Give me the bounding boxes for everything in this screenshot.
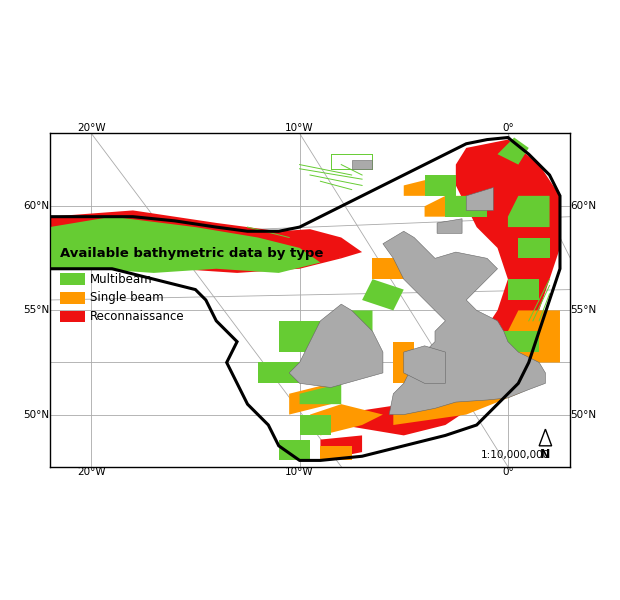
Text: 50°N: 50°N <box>570 410 596 419</box>
Polygon shape <box>425 196 466 217</box>
Polygon shape <box>321 436 362 460</box>
Polygon shape <box>279 440 310 460</box>
Polygon shape <box>310 404 383 436</box>
Polygon shape <box>50 248 133 265</box>
Polygon shape <box>60 311 85 322</box>
Polygon shape <box>508 196 549 227</box>
Text: 55°N: 55°N <box>570 305 596 316</box>
Text: Reconnaissance: Reconnaissance <box>91 310 185 323</box>
Polygon shape <box>508 279 539 300</box>
Polygon shape <box>60 292 85 304</box>
Polygon shape <box>404 346 445 383</box>
Text: 10°W: 10°W <box>285 467 314 476</box>
Polygon shape <box>497 331 539 352</box>
Polygon shape <box>258 362 299 383</box>
Polygon shape <box>445 196 487 217</box>
Polygon shape <box>289 383 331 415</box>
Polygon shape <box>539 429 552 446</box>
Polygon shape <box>50 217 321 273</box>
Polygon shape <box>50 211 341 273</box>
Text: 50°N: 50°N <box>24 410 50 419</box>
Polygon shape <box>362 279 404 310</box>
Text: 1:10,000,000: 1:10,000,000 <box>480 451 549 460</box>
Polygon shape <box>289 304 383 388</box>
Polygon shape <box>341 394 477 436</box>
Text: 60°N: 60°N <box>570 201 596 211</box>
Polygon shape <box>404 175 445 196</box>
Text: Multibeam: Multibeam <box>91 272 153 286</box>
Polygon shape <box>279 229 362 259</box>
Text: 60°N: 60°N <box>24 201 50 211</box>
Polygon shape <box>437 219 462 233</box>
Text: 10°W: 10°W <box>285 124 314 133</box>
Text: 55°N: 55°N <box>24 305 50 316</box>
Text: Available bathymetric data by type: Available bathymetric data by type <box>60 247 324 260</box>
Polygon shape <box>425 175 456 196</box>
Polygon shape <box>497 137 529 164</box>
Text: 20°W: 20°W <box>77 124 105 133</box>
Polygon shape <box>487 362 539 383</box>
Text: N: N <box>540 448 551 461</box>
Text: 20°W: 20°W <box>77 467 105 476</box>
Polygon shape <box>237 244 279 259</box>
Polygon shape <box>175 231 216 244</box>
Polygon shape <box>299 383 341 404</box>
Text: 0°: 0° <box>502 467 514 476</box>
Text: 0°: 0° <box>502 124 514 133</box>
Polygon shape <box>373 259 404 279</box>
Polygon shape <box>321 446 352 460</box>
Polygon shape <box>466 188 494 211</box>
Polygon shape <box>279 321 321 352</box>
Polygon shape <box>508 310 560 362</box>
Polygon shape <box>393 341 414 383</box>
Polygon shape <box>518 238 549 259</box>
Polygon shape <box>60 274 85 285</box>
Polygon shape <box>299 415 331 436</box>
Polygon shape <box>393 362 539 425</box>
Polygon shape <box>383 231 546 415</box>
Polygon shape <box>456 140 560 394</box>
Polygon shape <box>352 160 373 169</box>
Text: Single beam: Single beam <box>91 292 164 304</box>
Polygon shape <box>341 310 373 341</box>
